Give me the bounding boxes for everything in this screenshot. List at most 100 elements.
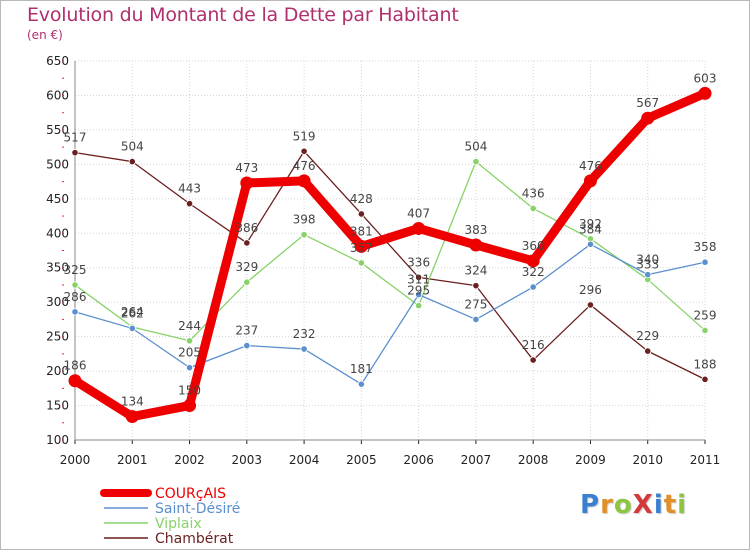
data-point bbox=[701, 258, 709, 266]
x-tick-label: 2008 bbox=[518, 453, 549, 467]
x-tick-label: 2005 bbox=[346, 453, 377, 467]
y-tick-label: 300 bbox=[46, 295, 69, 309]
data-label: 186 bbox=[64, 359, 87, 373]
data-point bbox=[644, 347, 652, 355]
y-tick-label: 650 bbox=[46, 54, 69, 68]
series-line-0 bbox=[70, 88, 710, 422]
x-tick-label: 2004 bbox=[289, 453, 320, 467]
data-labels: 186 134 150 473 476 381 407 383 360 476 567 603 286 2… bbox=[64, 71, 717, 408]
data-point bbox=[185, 337, 194, 345]
data-label: 325 bbox=[64, 263, 87, 277]
chart-title: Evolution du Montant de la Dette par Hab… bbox=[27, 4, 459, 26]
data-label: 296 bbox=[579, 283, 602, 297]
x-tick-label: 2000 bbox=[60, 453, 91, 467]
data-point bbox=[644, 271, 652, 279]
legend-label: Chambérat bbox=[155, 531, 234, 547]
series-line-2 bbox=[74, 160, 706, 342]
data-label: 150 bbox=[178, 384, 201, 398]
y-tick-label: 350 bbox=[46, 261, 69, 275]
grid-lines bbox=[74, 60, 706, 441]
data-label: 188 bbox=[694, 357, 717, 371]
data-point bbox=[240, 176, 254, 190]
data-label: 407 bbox=[407, 206, 430, 220]
data-point bbox=[243, 278, 251, 286]
logo-letter: o bbox=[613, 490, 633, 520]
data-label: 333 bbox=[636, 257, 659, 271]
data-point bbox=[68, 374, 82, 388]
logo-letter: r bbox=[600, 490, 614, 520]
data-point bbox=[698, 86, 712, 100]
data-label: 311 bbox=[407, 273, 430, 287]
data-point bbox=[586, 301, 595, 309]
data-label: 567 bbox=[636, 96, 659, 110]
data-label: 264 bbox=[121, 305, 144, 319]
data-label: 386 bbox=[235, 221, 258, 235]
y-tick-label: 100 bbox=[46, 433, 69, 447]
data-label: 229 bbox=[636, 329, 659, 343]
data-point bbox=[297, 174, 311, 188]
data-point bbox=[300, 231, 308, 239]
data-point bbox=[243, 341, 251, 350]
data-label: 517 bbox=[64, 131, 87, 145]
data-label: 436 bbox=[522, 186, 545, 200]
y-tick-label: 200 bbox=[46, 364, 69, 378]
data-point bbox=[583, 174, 597, 188]
logo-letter: X bbox=[632, 490, 654, 520]
data-label: 286 bbox=[64, 290, 87, 304]
data-label: 443 bbox=[178, 182, 201, 196]
data-point bbox=[128, 324, 136, 332]
y-tick-label: 600 bbox=[46, 88, 69, 102]
data-label: 324 bbox=[464, 264, 487, 278]
x-tick-label: 2007 bbox=[461, 453, 492, 467]
data-label: 357 bbox=[350, 241, 373, 255]
data-point bbox=[300, 345, 308, 353]
x-tick-label: 2011 bbox=[690, 453, 721, 467]
data-point bbox=[469, 238, 483, 252]
data-label: 275 bbox=[464, 297, 487, 311]
data-label: 216 bbox=[522, 338, 545, 352]
data-label: 134 bbox=[121, 395, 144, 409]
data-point bbox=[472, 158, 480, 166]
data-label: 504 bbox=[121, 140, 144, 154]
data-point bbox=[125, 410, 139, 424]
axes: 100 150 200 250 300 350 400 450 500 550 600 650 2000… bbox=[46, 54, 720, 467]
data-label: 476 bbox=[293, 159, 316, 173]
data-label: 383 bbox=[464, 223, 487, 237]
data-point bbox=[71, 149, 79, 157]
data-point bbox=[71, 308, 79, 316]
data-point bbox=[529, 356, 537, 364]
data-point bbox=[185, 200, 194, 208]
x-tick-label: 2002 bbox=[174, 453, 205, 467]
chart-subtitle: (en €) bbox=[27, 28, 63, 42]
x-tick-label: 2003 bbox=[232, 453, 263, 467]
data-label: 519 bbox=[293, 129, 316, 143]
data-label: 476 bbox=[579, 159, 602, 173]
data-point bbox=[415, 291, 423, 299]
data-point bbox=[472, 315, 480, 324]
y-tick-label: 550 bbox=[46, 123, 69, 137]
y-tick-label: 400 bbox=[46, 226, 69, 240]
x-tick-label: 2001 bbox=[117, 453, 148, 467]
data-point bbox=[701, 326, 709, 335]
data-label: 384 bbox=[579, 222, 602, 236]
y-tick-label: 250 bbox=[46, 330, 69, 344]
data-label: 295 bbox=[407, 284, 430, 298]
data-label: 181 bbox=[350, 362, 373, 376]
data-label: 360 bbox=[522, 239, 545, 253]
data-point bbox=[412, 221, 426, 235]
data-point bbox=[71, 281, 79, 289]
data-point bbox=[415, 273, 423, 281]
legend-label: Saint-Désiré bbox=[155, 501, 240, 517]
data-label: 603 bbox=[694, 71, 717, 85]
data-point bbox=[529, 204, 537, 213]
data-label: 504 bbox=[464, 140, 487, 154]
data-point bbox=[357, 210, 365, 218]
data-label: 205 bbox=[178, 346, 201, 360]
data-label: 237 bbox=[235, 324, 258, 338]
proxiti-logo: ProXiti bbox=[580, 490, 687, 520]
data-point bbox=[300, 147, 308, 155]
data-label: 428 bbox=[350, 192, 373, 206]
x-tick-label: 2010 bbox=[632, 453, 663, 467]
